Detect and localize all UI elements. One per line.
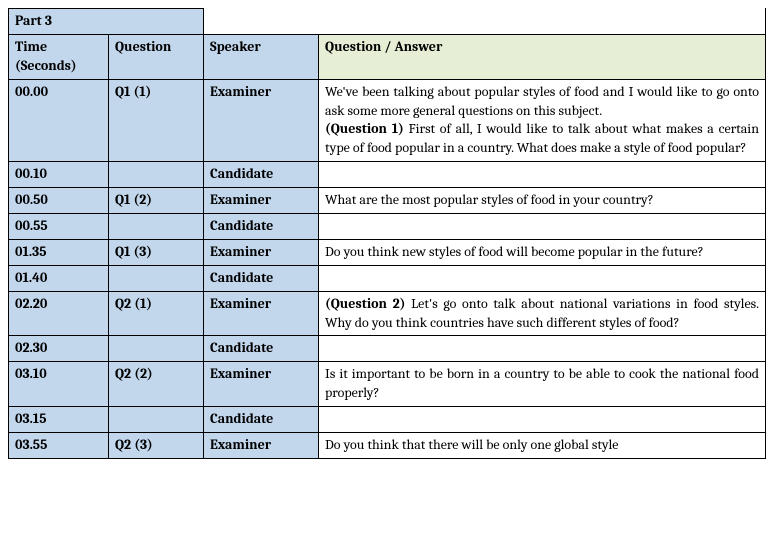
part-header-row: Part 3 (9, 9, 766, 35)
speaker-cell: Examiner (204, 239, 319, 265)
part-label: Part 3 (9, 9, 204, 35)
qa-cell (319, 265, 766, 291)
qa-cell: What are the most popular styles of food… (319, 188, 766, 214)
qa-cell: We've been talking about popular styles … (319, 79, 766, 162)
question-cell: Q1 (3) (109, 239, 204, 265)
qa-cell (319, 162, 766, 188)
question-cell (109, 265, 204, 291)
qa-cell: Is it important to be born in a country … (319, 362, 766, 407)
header-time: Time (Seconds) (9, 34, 109, 79)
transcript-table: Part 3 Time (Seconds) Question Speaker Q… (8, 8, 766, 459)
speaker-cell: Candidate (204, 265, 319, 291)
question-cell (109, 214, 204, 240)
table-row: 03.10Q2 (2)ExaminerIs it important to be… (9, 362, 766, 407)
qa-prefix: Is it important to be born in a country … (325, 365, 759, 401)
question-cell (109, 162, 204, 188)
qa-cell (319, 336, 766, 362)
question-cell (109, 336, 204, 362)
column-header-row: Time (Seconds) Question Speaker Question… (9, 34, 766, 79)
time-cell: 00.55 (9, 214, 109, 240)
qa-cell: Do you think that there will be only one… (319, 433, 766, 459)
table-row: 03.55Q2 (3)Examiner Do you think that the… (9, 433, 766, 459)
qa-prefix: Do you think that there will be only one… (325, 436, 618, 453)
table-row: 01.40 Candidate (9, 265, 766, 291)
question-cell: Q1 (1) (109, 79, 204, 162)
time-cell: 01.40 (9, 265, 109, 291)
time-cell: 03.10 (9, 362, 109, 407)
speaker-cell: Candidate (204, 214, 319, 240)
speaker-cell: Examiner (204, 291, 319, 336)
table-row: 03.15 Candidate (9, 407, 766, 433)
time-cell: 03.55 (9, 433, 109, 459)
question-cell: Q2 (2) (109, 362, 204, 407)
time-cell: 02.30 (9, 336, 109, 362)
speaker-cell: Examiner (204, 362, 319, 407)
question-cell (109, 407, 204, 433)
speaker-cell: Candidate (204, 336, 319, 362)
qa-cell (319, 214, 766, 240)
qa-cell (319, 407, 766, 433)
time-cell: 02.20 (9, 291, 109, 336)
speaker-cell: Examiner (204, 79, 319, 162)
question-cell: Q1 (2) (109, 188, 204, 214)
qa-bold: (Question 1) (325, 120, 404, 137)
table-row: 02.30 Candidate (9, 336, 766, 362)
table-row: 00.55 Candidate (9, 214, 766, 240)
speaker-cell: Examiner (204, 188, 319, 214)
time-cell: 00.10 (9, 162, 109, 188)
table-row: 00.00Q1 (1)ExaminerWe've been talking ab… (9, 79, 766, 162)
question-cell: Q2 (3) (109, 433, 204, 459)
table-row: 00.10 Candidate (9, 162, 766, 188)
header-question: Question (109, 34, 204, 79)
qa-prefix: Do you think new styles of food will bec… (325, 243, 704, 260)
qa-cell: Do you think new styles of food will bec… (319, 239, 766, 265)
part-header-spacer (204, 9, 766, 35)
qa-prefix: What are the most popular styles of food… (325, 191, 654, 208)
header-speaker: Speaker (204, 34, 319, 79)
table-row: 00.50Q1 (2)Examiner What are the most pop… (9, 188, 766, 214)
qa-prefix: We've been talking about popular styles … (325, 83, 759, 119)
speaker-cell: Examiner (204, 433, 319, 459)
header-qa: Question / Answer (319, 34, 766, 79)
speaker-cell: Candidate (204, 162, 319, 188)
qa-cell: (Question 2) Let's go onto talk about na… (319, 291, 766, 336)
speaker-cell: Candidate (204, 407, 319, 433)
time-cell: 00.50 (9, 188, 109, 214)
table-row: 01.35Q1 (3)Examiner Do you think new styl… (9, 239, 766, 265)
question-cell: Q2 (1) (109, 291, 204, 336)
time-cell: 00.00 (9, 79, 109, 162)
time-cell: 01.35 (9, 239, 109, 265)
table-row: 02.20Q2 (1)Examiner(Question 2) Let's go… (9, 291, 766, 336)
qa-bold: (Question 2) (325, 295, 405, 312)
time-cell: 03.15 (9, 407, 109, 433)
